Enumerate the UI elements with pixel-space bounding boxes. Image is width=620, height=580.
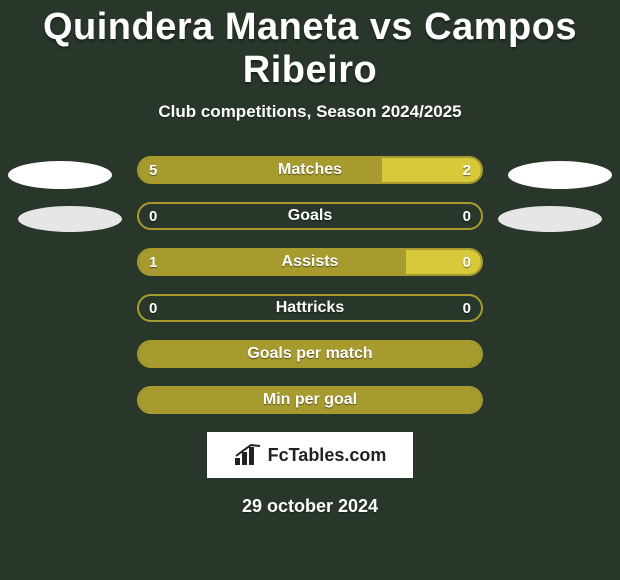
stat-label: Goals xyxy=(139,204,481,228)
player-left-avatar-2 xyxy=(18,206,122,232)
stat-bar: Min per goal xyxy=(137,386,483,414)
player-right-avatar-2 xyxy=(498,206,602,232)
player-right-avatar-1 xyxy=(508,161,612,189)
stat-label: Assists xyxy=(139,250,481,274)
report-date: 29 october 2024 xyxy=(0,496,620,517)
fctables-icon xyxy=(234,444,262,466)
stat-label: Hattricks xyxy=(139,296,481,320)
stat-bar: 00Hattricks xyxy=(137,294,483,322)
stat-bar: 00Goals xyxy=(137,202,483,230)
stat-bar: 10Assists xyxy=(137,248,483,276)
comparison-chart: 52Matches 00Goals 10Assists 00Hattricks Goal… xyxy=(0,156,620,414)
site-logo-text: FcTables.com xyxy=(268,445,387,466)
page-title: Quindera Maneta vs Campos Ribeiro xyxy=(0,0,620,92)
stat-bars: 52Matches 00Goals 10Assists 00Hattricks Goal… xyxy=(137,156,483,414)
subtitle: Club competitions, Season 2024/2025 xyxy=(0,102,620,122)
stat-label: Matches xyxy=(139,158,481,182)
site-logo: FcTables.com xyxy=(207,432,413,478)
stat-bar: Goals per match xyxy=(137,340,483,368)
stat-label: Goals per match xyxy=(139,342,481,366)
stat-bar: 52Matches xyxy=(137,156,483,184)
stat-label: Min per goal xyxy=(139,388,481,412)
player-left-avatar-1 xyxy=(8,161,112,189)
